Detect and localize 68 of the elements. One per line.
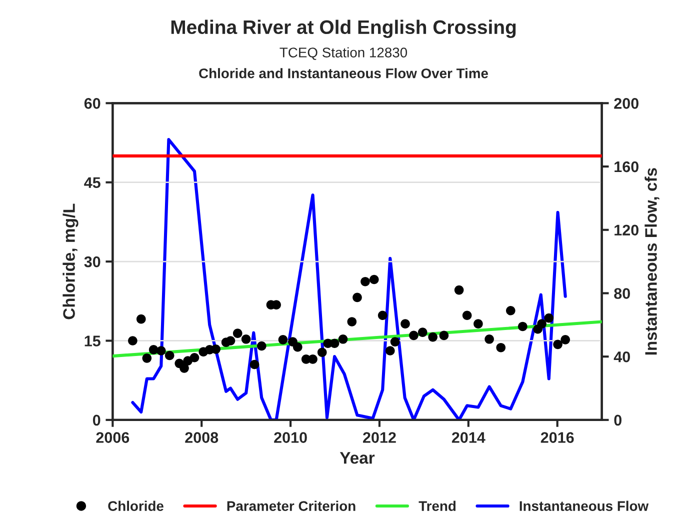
legend-label: Instantaneous Flow bbox=[520, 500, 649, 511]
y2-axis-title: Instantaneous Flow, cfs bbox=[644, 168, 660, 355]
point bbox=[560, 335, 570, 344]
point bbox=[338, 334, 348, 344]
point bbox=[378, 310, 388, 320]
point bbox=[454, 285, 464, 295]
y2-tick-label: 80 bbox=[614, 288, 630, 299]
chart-subtitle: TCEQ Station 12830 bbox=[280, 47, 408, 60]
point bbox=[136, 314, 146, 324]
text: Chloride and Instantaneous Flow Over Time bbox=[199, 68, 488, 78]
point bbox=[462, 310, 472, 320]
point bbox=[553, 340, 562, 350]
point bbox=[496, 342, 506, 352]
y2-tick-label: 40 bbox=[614, 351, 630, 362]
chart-title: Medina River at Old English Crossing bbox=[171, 20, 516, 38]
point bbox=[390, 337, 400, 346]
point bbox=[360, 276, 370, 286]
point bbox=[142, 353, 152, 363]
point bbox=[484, 334, 494, 344]
point bbox=[128, 336, 138, 346]
line-series bbox=[131, 138, 567, 420]
point bbox=[506, 306, 516, 316]
point bbox=[439, 330, 449, 340]
point bbox=[428, 332, 438, 342]
x-axis-title: Year bbox=[340, 452, 375, 464]
y-tick-label: 30 bbox=[84, 256, 100, 268]
point bbox=[164, 350, 174, 360]
y-tick-label: 60 bbox=[84, 98, 100, 109]
point bbox=[256, 341, 266, 351]
point bbox=[292, 342, 302, 352]
point bbox=[330, 338, 340, 348]
x-tick-label: 2008 bbox=[185, 432, 218, 443]
point bbox=[156, 346, 166, 356]
x-tick-label: 2012 bbox=[363, 432, 396, 443]
legend-label: Chloride bbox=[108, 500, 164, 511]
x-tick-label: 2010 bbox=[274, 432, 307, 443]
x-tick-label: 2014 bbox=[452, 432, 486, 443]
point bbox=[347, 317, 357, 326]
point bbox=[352, 292, 362, 302]
point bbox=[544, 313, 554, 323]
point bbox=[180, 364, 189, 373]
point bbox=[317, 348, 327, 358]
point bbox=[190, 352, 200, 362]
point bbox=[250, 360, 260, 370]
point bbox=[518, 322, 528, 332]
point bbox=[226, 336, 236, 346]
y2-tick-label: 200 bbox=[614, 98, 638, 109]
point bbox=[278, 335, 288, 344]
y-tick-label: 45 bbox=[84, 177, 100, 188]
point bbox=[232, 328, 242, 338]
y-axis-title: Chloride, mg/L bbox=[62, 204, 78, 320]
x-tick-label: 2006 bbox=[96, 432, 130, 443]
point bbox=[369, 274, 379, 284]
y2-tick-label: 0 bbox=[614, 414, 622, 426]
point bbox=[400, 319, 410, 328]
point bbox=[409, 330, 418, 340]
y-tick-label: 0 bbox=[92, 414, 100, 426]
point bbox=[537, 319, 546, 328]
y2-tick-label: 160 bbox=[614, 161, 638, 172]
x-tick-label: 2016 bbox=[540, 432, 574, 443]
legend-label: Parameter Criterion bbox=[227, 500, 356, 511]
point bbox=[418, 328, 428, 337]
point bbox=[474, 319, 483, 328]
legend-label: Trend bbox=[418, 500, 456, 511]
point bbox=[241, 334, 251, 344]
y-tick-label: 15 bbox=[84, 336, 100, 346]
point bbox=[385, 346, 395, 356]
y2-tick-label: 120 bbox=[614, 224, 638, 236]
